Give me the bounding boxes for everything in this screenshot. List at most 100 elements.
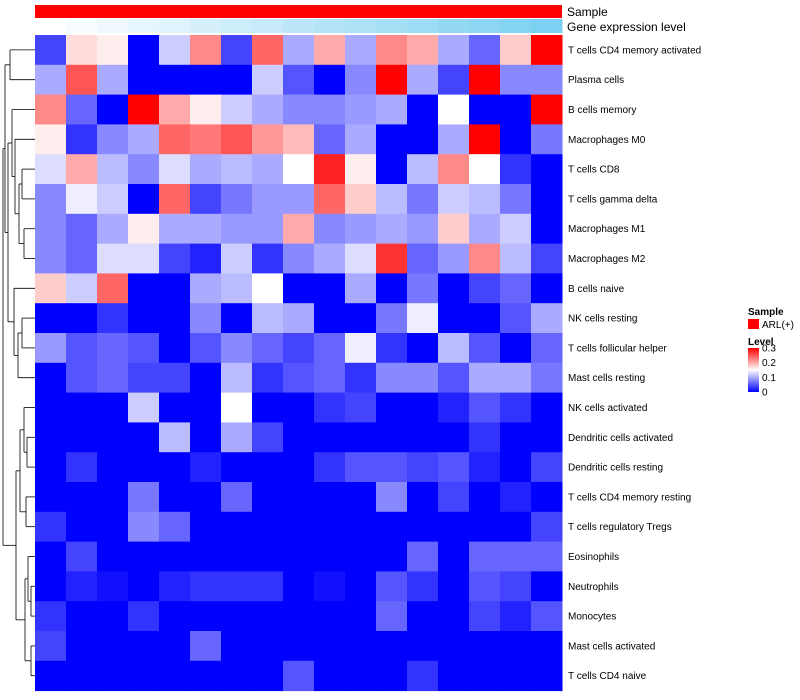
heatmap-cell bbox=[345, 511, 377, 543]
heatmap-cell bbox=[438, 35, 470, 66]
heatmap-cell bbox=[35, 124, 67, 155]
heatmap-cell bbox=[500, 452, 532, 483]
heatmap-cell bbox=[438, 541, 470, 572]
heatmap-cell bbox=[66, 392, 98, 423]
row-label: Plasma cells bbox=[568, 75, 624, 86]
heatmap-cell bbox=[469, 273, 501, 304]
heatmap-cell bbox=[469, 333, 501, 364]
heatmap-cell bbox=[531, 273, 563, 304]
heatmap-cell bbox=[66, 184, 98, 215]
heatmap-cell bbox=[66, 571, 98, 602]
heatmap-cell bbox=[66, 601, 98, 632]
heatmap-cell bbox=[35, 184, 67, 215]
heatmap-cell bbox=[128, 243, 160, 274]
row-label: Macrophages M0 bbox=[568, 135, 646, 146]
heatmap-cell bbox=[407, 273, 439, 304]
heatmap-cell bbox=[283, 631, 315, 662]
heatmap-cell bbox=[500, 94, 532, 125]
heatmap-cell bbox=[190, 64, 222, 96]
heatmap-cell bbox=[345, 541, 377, 572]
row-label: T cells gamma delta bbox=[568, 194, 658, 205]
heatmap-cell bbox=[314, 124, 346, 155]
heatmap-cell bbox=[252, 273, 284, 304]
heatmap-cell bbox=[35, 243, 67, 274]
row-label: T cells CD8 bbox=[568, 165, 620, 176]
heatmap-cell bbox=[345, 601, 377, 632]
heatmap-cell bbox=[128, 94, 160, 125]
heatmap-cell bbox=[500, 213, 532, 245]
heatmap-cell bbox=[314, 452, 346, 483]
heatmap-cell bbox=[345, 35, 377, 66]
heatmap-cell bbox=[345, 452, 377, 483]
heatmap-cell bbox=[407, 94, 439, 125]
heatmap-cell bbox=[345, 392, 377, 423]
heatmap-cell bbox=[500, 124, 532, 155]
heatmap-cell bbox=[469, 243, 501, 274]
heatmap-cell bbox=[438, 243, 470, 274]
heatmap-cell bbox=[159, 303, 191, 334]
heatmap-cell bbox=[500, 571, 532, 602]
row-label: Neutrophils bbox=[568, 582, 619, 593]
heatmap-cell bbox=[531, 35, 563, 66]
heatmap-cell bbox=[438, 571, 470, 602]
heatmap-cell bbox=[97, 64, 129, 96]
gene-expression-cell bbox=[407, 19, 439, 33]
row-label: T cells regulatory Tregs bbox=[568, 522, 672, 533]
legend-level-title: Level bbox=[748, 337, 774, 348]
heatmap-cell bbox=[159, 213, 191, 245]
heatmap-cell bbox=[97, 482, 129, 513]
heatmap-cell bbox=[376, 94, 408, 125]
heatmap-cell bbox=[35, 94, 67, 125]
heatmap-cell bbox=[190, 243, 222, 274]
heatmap-cell bbox=[252, 35, 284, 66]
heatmap-cell bbox=[376, 571, 408, 602]
heatmap-cell bbox=[345, 660, 377, 692]
heatmap-cell bbox=[97, 35, 129, 66]
heatmap-cell bbox=[159, 452, 191, 483]
heatmap-cell bbox=[190, 124, 222, 155]
heatmap-cell bbox=[283, 124, 315, 155]
heatmap-cell bbox=[407, 392, 439, 423]
heatmap-cell bbox=[221, 362, 253, 394]
heatmap-cell bbox=[252, 94, 284, 125]
heatmap-cell bbox=[376, 64, 408, 96]
heatmap-cell bbox=[407, 422, 439, 453]
heatmap-cell bbox=[252, 243, 284, 274]
row-label: T cells CD4 naive bbox=[568, 671, 647, 682]
heatmap-cell bbox=[97, 362, 129, 394]
heatmap-cell bbox=[407, 362, 439, 394]
heatmap-cell bbox=[345, 482, 377, 513]
gene-expression-cell bbox=[97, 19, 129, 33]
heatmap-cell bbox=[500, 154, 532, 185]
heatmap-cell bbox=[500, 511, 532, 543]
heatmap-cell bbox=[314, 392, 346, 423]
heatmap-cell bbox=[438, 333, 470, 364]
heatmap-cell bbox=[97, 660, 129, 692]
heatmap-cell bbox=[407, 631, 439, 662]
heatmap-cell bbox=[469, 571, 501, 602]
heatmap-cell bbox=[500, 601, 532, 632]
row-label: Mast cells resting bbox=[568, 373, 645, 384]
gene-expression-cell bbox=[469, 19, 501, 33]
heatmap-cell bbox=[97, 124, 129, 155]
heatmap-cell bbox=[66, 511, 98, 543]
heatmap-cell bbox=[283, 94, 315, 125]
heatmap-cell bbox=[221, 273, 253, 304]
heatmap-cell bbox=[221, 422, 253, 453]
heatmap-cell bbox=[438, 482, 470, 513]
heatmap-cell bbox=[35, 64, 67, 96]
heatmap-cell bbox=[190, 362, 222, 394]
heatmap-cell bbox=[159, 94, 191, 125]
heatmap-cell bbox=[35, 303, 67, 334]
heatmap-cell bbox=[35, 362, 67, 394]
heatmap-cell bbox=[221, 660, 253, 692]
gene-expression-cell bbox=[190, 19, 222, 33]
heatmap-cell bbox=[159, 660, 191, 692]
heatmap-cell bbox=[500, 35, 532, 66]
heatmap-cell bbox=[66, 213, 98, 245]
heatmap-cell bbox=[314, 631, 346, 662]
heatmap-cell bbox=[376, 303, 408, 334]
heatmap-cell bbox=[159, 184, 191, 215]
heatmap-cell bbox=[159, 124, 191, 155]
